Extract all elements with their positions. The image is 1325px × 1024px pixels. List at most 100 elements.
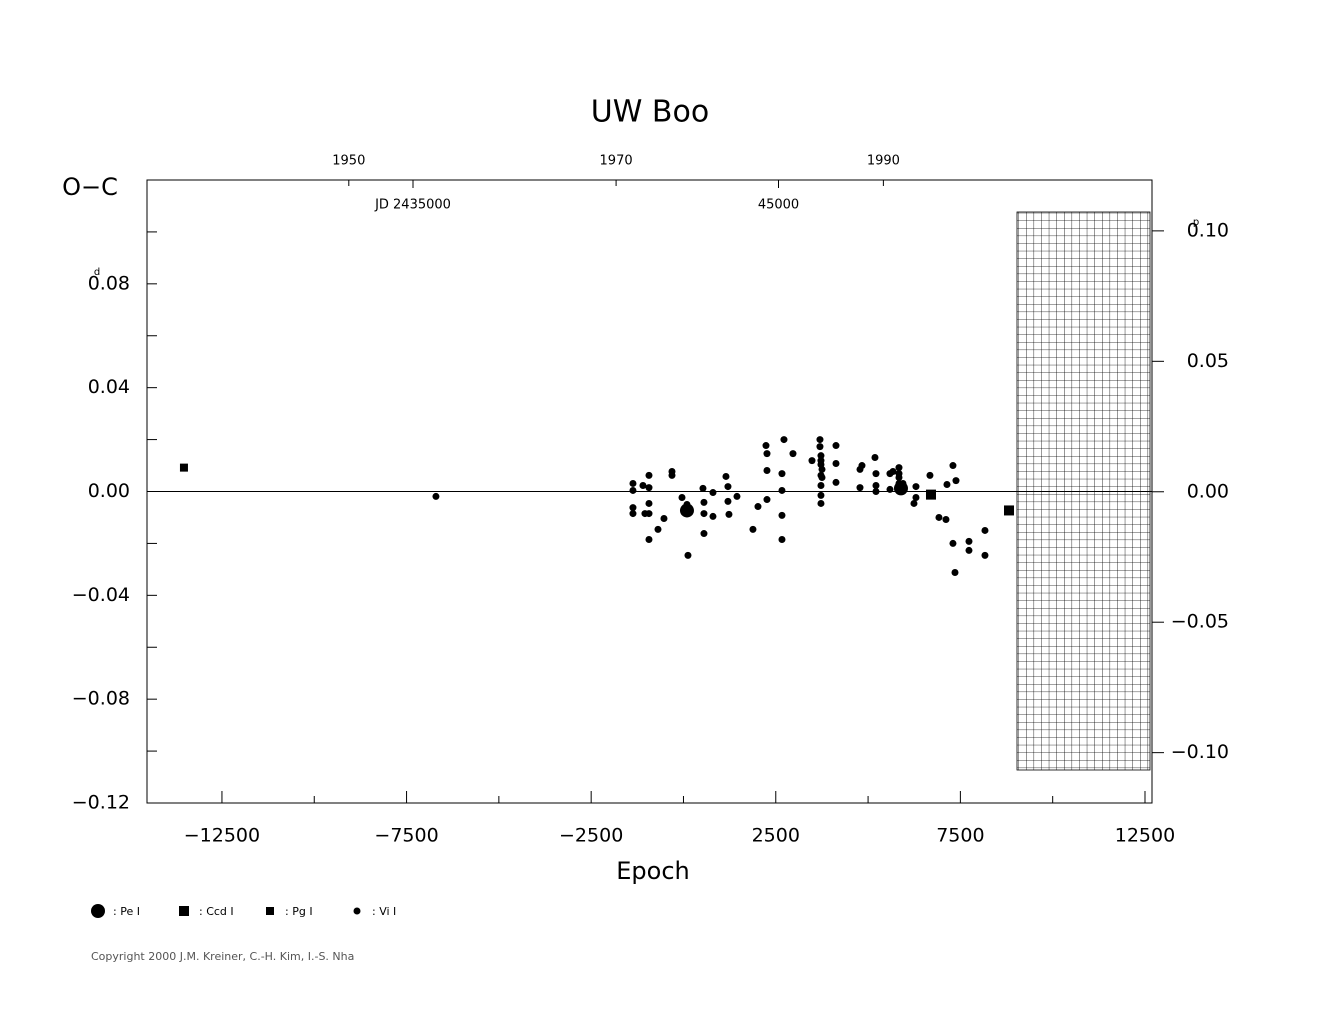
y-axis-label: O−C	[62, 173, 118, 201]
data-point	[832, 478, 840, 486]
legend-label: : Pg I	[285, 905, 313, 918]
data-point	[895, 485, 903, 493]
x-tick-label: −2500	[559, 825, 623, 847]
x-tick-label: 7500	[936, 825, 984, 847]
data-point	[778, 470, 786, 478]
legend-label: : Vi I	[372, 905, 396, 918]
data-point	[629, 486, 637, 494]
data-point	[645, 536, 653, 544]
chart-title: UW Boo	[591, 95, 709, 130]
data-point	[684, 551, 692, 559]
data-point	[886, 485, 894, 493]
data-point	[895, 464, 903, 472]
data-point	[754, 503, 762, 511]
legend-label: : Ccd I	[199, 905, 234, 918]
data-point	[872, 482, 880, 490]
data-point	[832, 459, 840, 467]
data-point	[817, 491, 825, 499]
y-tick-label: 0.00	[88, 480, 130, 502]
data-point	[808, 457, 816, 465]
data-point	[780, 436, 788, 444]
jd-tick-label: JD 2435000	[374, 198, 451, 213]
data-point	[709, 489, 717, 497]
data-point	[763, 496, 771, 504]
data-point	[678, 493, 686, 501]
x-axis-label: Epoch	[616, 857, 690, 885]
data-point	[654, 525, 662, 533]
y2-tick-label: 0.05	[1187, 350, 1229, 372]
data-point	[709, 512, 717, 520]
data-point	[725, 510, 733, 518]
data-point	[910, 499, 918, 507]
data-point	[981, 526, 989, 534]
data-point	[645, 510, 653, 518]
data-point	[722, 472, 730, 480]
data-point	[683, 500, 691, 508]
data-point	[856, 484, 864, 492]
x-tick-label: −12500	[184, 825, 260, 847]
data-point	[872, 488, 880, 495]
data-point	[912, 483, 920, 491]
data-point	[858, 462, 866, 470]
data-point	[645, 471, 653, 479]
data-point	[912, 493, 920, 501]
data-point	[817, 499, 825, 507]
data-point	[645, 499, 653, 507]
y-tick-label: 0.04	[88, 376, 130, 398]
data-point	[789, 450, 797, 458]
data-point	[926, 471, 934, 479]
data-point	[629, 510, 637, 518]
data-point	[965, 537, 973, 545]
y-tick-label: −0.08	[72, 688, 130, 710]
y-tick-label: −0.04	[72, 584, 130, 606]
data-point	[832, 442, 840, 450]
data-point	[645, 484, 653, 492]
data-point	[818, 473, 826, 481]
y2-unit: p	[1193, 217, 1199, 228]
data-point	[778, 536, 786, 544]
year-tick-label: 1970	[600, 154, 633, 169]
data-point	[763, 450, 771, 458]
jd-tick-label: 45000	[758, 198, 799, 213]
data-point	[639, 482, 647, 490]
x-tick-label: 2500	[752, 825, 800, 847]
legend-marker	[266, 907, 274, 915]
data-point	[733, 492, 741, 500]
data-point	[1004, 505, 1015, 516]
y2-tick-label: −0.05	[1171, 611, 1229, 633]
data-point	[629, 479, 637, 487]
data-point	[949, 462, 957, 470]
data-point	[872, 470, 880, 478]
data-point	[925, 489, 936, 500]
data-point	[724, 483, 732, 491]
data-point	[943, 480, 951, 488]
data-point	[951, 568, 959, 576]
data-point	[778, 511, 786, 519]
copyright: Copyright 2000 J.M. Kreiner, C.-H. Kim, …	[91, 950, 354, 963]
data-point	[679, 503, 694, 518]
data-point	[699, 484, 707, 492]
data-point	[749, 525, 757, 533]
legend-label: : Pe I	[113, 905, 140, 918]
legend-marker	[353, 907, 361, 915]
data-point	[762, 442, 770, 450]
year-tick-label: 1950	[332, 154, 365, 169]
data-point	[817, 452, 825, 460]
data-point	[668, 471, 676, 479]
data-point	[179, 463, 188, 472]
y2-tick-label: −0.10	[1171, 741, 1229, 763]
legend-marker	[179, 906, 189, 916]
data-point	[871, 453, 879, 461]
data-point	[629, 504, 637, 512]
y-tick-label: −0.12	[72, 792, 130, 814]
data-point	[965, 546, 973, 554]
data-point	[778, 486, 786, 494]
data-point	[660, 514, 668, 522]
data-point	[816, 436, 824, 444]
data-point	[700, 530, 708, 538]
y2-tick-label: 0.00	[1187, 480, 1229, 502]
y2-tick-label: 0.10	[1187, 219, 1229, 241]
data-point	[981, 551, 989, 559]
y-tick-label: 0.08	[88, 272, 130, 294]
